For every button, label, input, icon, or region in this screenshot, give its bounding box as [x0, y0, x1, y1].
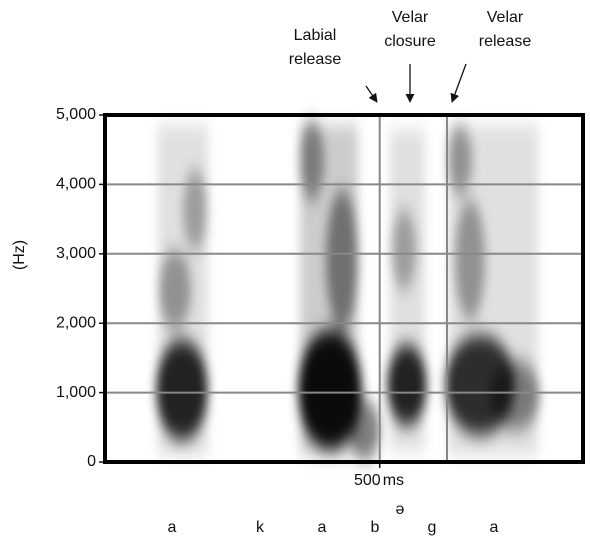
y-tick-label: 3,000 [56, 245, 96, 262]
spectrogram-energy [156, 120, 540, 460]
segment-label: a [318, 519, 327, 536]
y-axis-label: (Hz) [11, 240, 28, 270]
plot-frame [103, 113, 585, 464]
segment-label: b [371, 519, 380, 536]
y-tick-label: 5,000 [56, 106, 96, 123]
annotation: release [289, 51, 342, 68]
segment-label: k [256, 519, 265, 536]
annotation: closure [384, 33, 436, 50]
segment-label: a [490, 519, 499, 536]
x-unit: ms [383, 472, 404, 489]
segment-label: a [168, 519, 177, 536]
annotation: release [479, 33, 532, 50]
segment-label: g [428, 519, 437, 536]
x-tick-label: 500 [354, 472, 381, 489]
annotation: Velar [487, 9, 524, 26]
arrows [365, 63, 467, 103]
annotation: Velar [392, 9, 429, 26]
y-tick-label: 2,000 [56, 314, 96, 331]
y-tick-label: 4,000 [56, 176, 96, 193]
annotation: Labial [294, 27, 337, 44]
segment-label: ə [396, 501, 405, 518]
y-tick-label: 0 [87, 453, 96, 470]
y-tick-label: 1,000 [56, 384, 96, 401]
